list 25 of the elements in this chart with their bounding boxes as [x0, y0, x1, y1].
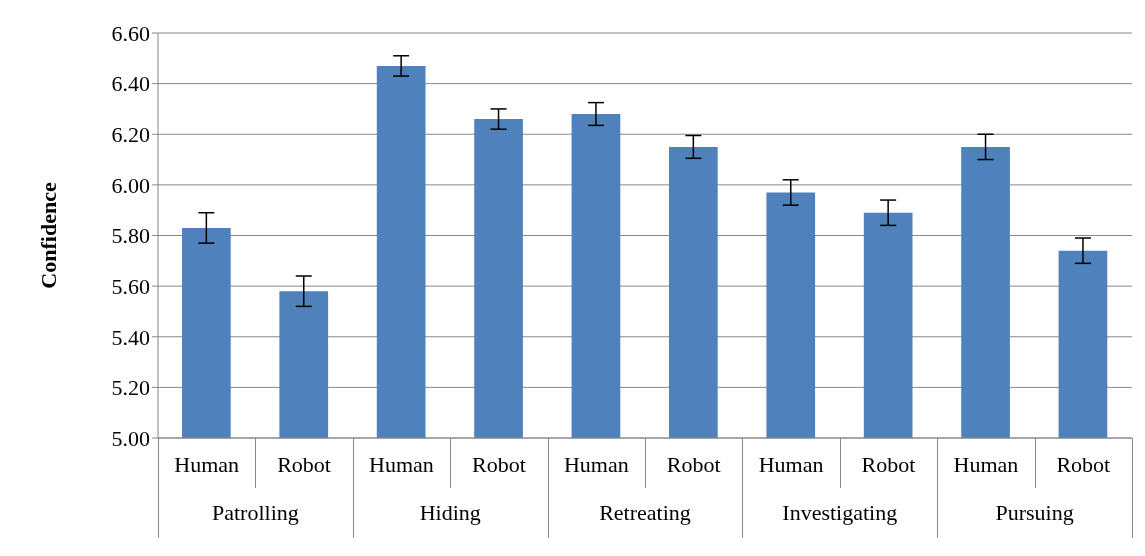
x-tick-label: Robot — [472, 452, 526, 477]
y-tick-label: 5.40 — [111, 324, 150, 350]
y-axis-title: Confidence — [35, 182, 61, 289]
x-tick-label: Human — [563, 452, 629, 477]
text: Retreating — [598, 500, 692, 526]
y-tick-label: 5.00 — [111, 425, 150, 451]
y-tick-label: 6.20 — [111, 122, 150, 148]
y-tick-label: 5.80 — [111, 223, 150, 249]
y-tick-label: 6.40 — [111, 71, 150, 97]
x-tick-label: Human — [758, 452, 824, 477]
x-tick-label: Human — [953, 452, 1019, 477]
y-tick-label: 5.60 — [111, 273, 150, 299]
text: Hiding — [418, 500, 482, 526]
x-tick-label: Human — [369, 452, 434, 477]
y-tick-label: 6.00 — [111, 172, 150, 198]
y-tick-label: 6.60 — [111, 20, 150, 46]
y-tick-label: 5.20 — [111, 375, 150, 401]
x-tick-label: Robot — [277, 452, 331, 477]
text: Investigating — [781, 500, 899, 526]
text: Patrolling — [211, 500, 300, 526]
x-tick-label: Robot — [666, 452, 721, 477]
x-tick-label: Robot — [861, 452, 916, 477]
x-tick-label: Human — [174, 452, 240, 477]
text: Pursuing — [994, 500, 1075, 526]
x-tick-label: Robot — [1056, 452, 1111, 477]
